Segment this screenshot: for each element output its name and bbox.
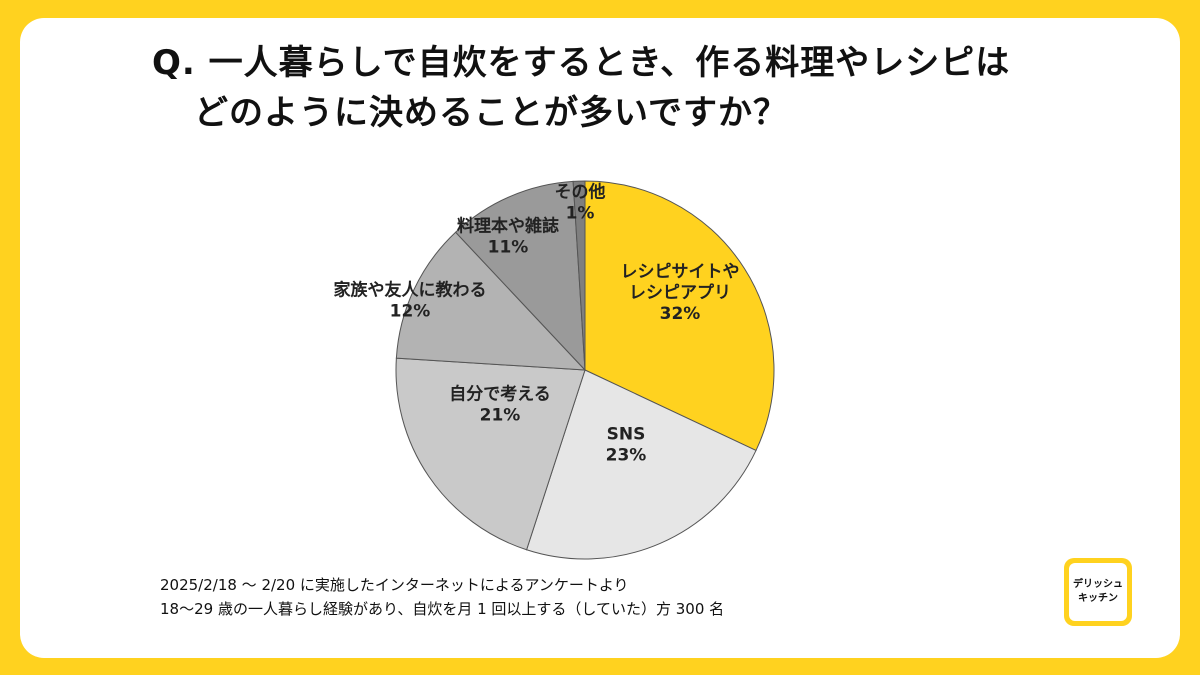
slice-label: 自分で考える 21%	[449, 384, 551, 426]
question-title: Q. 一人暮らしで自炊をするとき、作る料理やレシピは どのように決めることが多い…	[152, 38, 1010, 138]
question-title-line1: Q. 一人暮らしで自炊をするとき、作る料理やレシピは	[152, 43, 1011, 83]
slice-category-label: レシピサイトや	[621, 262, 740, 282]
slice-category-label: 自分で考える	[449, 384, 551, 405]
slice-category-label: レシピアプリ	[629, 282, 731, 303]
brand-logo-line2: キッチン	[1078, 593, 1118, 604]
slice-label: レシピサイトやレシピアプリ 32%	[621, 262, 740, 324]
brand-logo-line1: デリッシュ	[1073, 579, 1123, 590]
survey-note: 2025/2/18 〜 2/20 に実施したインターネットによるアンケートより …	[160, 573, 724, 621]
survey-note-line1: 2025/2/18 〜 2/20 に実施したインターネットによるアンケートより	[160, 576, 629, 594]
slice-label: 料理本や雑誌 11%	[457, 216, 559, 258]
slice-label: 家族や友人に教わる 12%	[334, 280, 487, 322]
slice-category-label: 料理本や雑誌	[457, 216, 559, 237]
slice-percent-label: 11%	[488, 238, 529, 258]
question-title-line2: どのように決めることが多いですか？	[194, 93, 788, 133]
slice-category-label: SNS	[607, 425, 646, 445]
slice-percent-label: 21%	[480, 406, 521, 426]
brand-logo: デリッシュ キッチン	[1064, 558, 1132, 626]
slice-percent-label: 12%	[390, 302, 431, 322]
pie-slice	[454, 180, 586, 372]
slice-label: SNS 23%	[606, 425, 647, 466]
slice-percent-label: 23%	[606, 446, 647, 466]
slice-percent-label: 32%	[660, 304, 701, 324]
slice-percent-label: 1%	[566, 204, 595, 224]
slice-label: その他 1%	[555, 182, 606, 224]
pie-slice	[572, 180, 586, 371]
slice-category-label: その他	[555, 182, 606, 203]
slice-category-label: 家族や友人に教わる	[334, 280, 487, 301]
survey-note-line2: 18〜29 歳の一人暮らし経験があり、自炊を月 1 回以上する（していた）方 3…	[160, 600, 725, 618]
pie-slice	[525, 369, 757, 560]
pie-slice	[395, 357, 586, 551]
pie-slice	[584, 180, 775, 452]
pie-slice	[395, 231, 587, 371]
